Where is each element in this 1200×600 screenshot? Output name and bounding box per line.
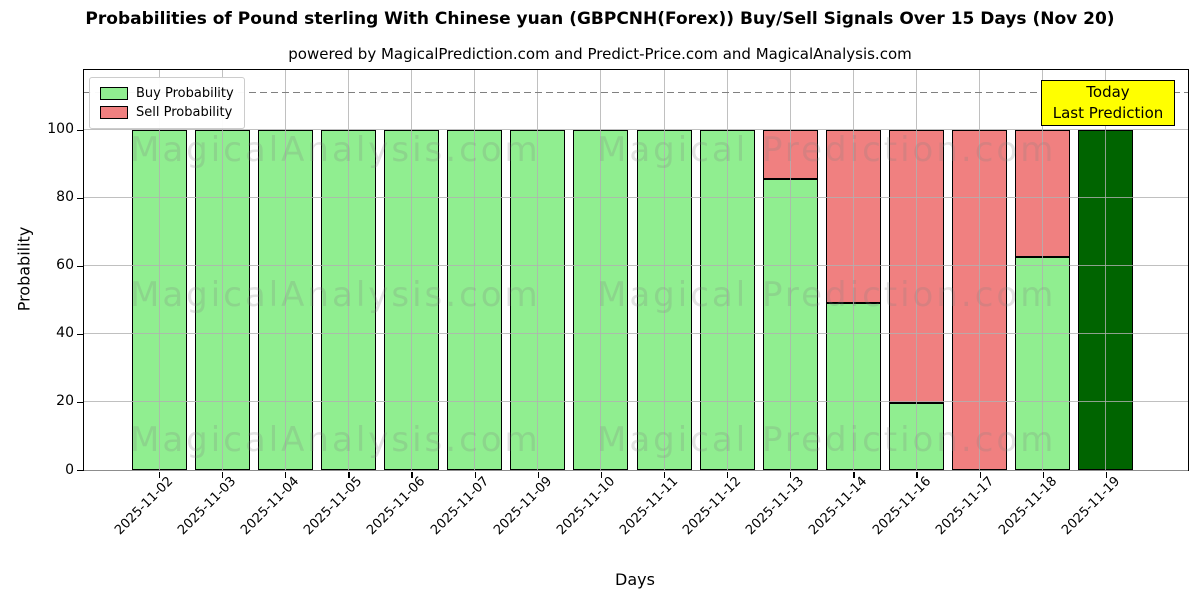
legend-sell-label: Sell Probability	[136, 105, 233, 120]
x-tick-label: 2025-11-13	[743, 474, 808, 539]
x-tick-label: 2025-11-02	[112, 474, 177, 539]
gridline-vertical	[979, 70, 981, 470]
x-tick	[1042, 472, 1045, 478]
x-tick	[474, 472, 476, 478]
gridline-vertical	[158, 70, 160, 470]
gridline-horizontal	[84, 197, 1188, 199]
plot-area	[83, 69, 1189, 471]
x-tick-label: 2025-11-10	[553, 474, 619, 539]
x-tick	[600, 472, 603, 478]
gridline-horizontal	[84, 129, 1188, 131]
gridline-vertical	[1042, 70, 1044, 470]
x-tick-label: 2025-11-18	[995, 474, 1060, 539]
buy-probability-swatch	[100, 87, 128, 100]
x-tick	[158, 472, 161, 478]
x-tick-label: 2025-11-07	[427, 474, 492, 539]
x-tick-label: 2025-11-16	[869, 474, 934, 539]
x-tick	[285, 472, 287, 478]
gridline-vertical	[474, 70, 476, 470]
y-tick	[77, 333, 83, 336]
today-annotation: Today Last Prediction	[1041, 80, 1175, 126]
gridline-vertical	[537, 70, 539, 470]
x-tick	[790, 472, 792, 478]
gridline-vertical	[284, 70, 286, 470]
x-tick	[916, 472, 918, 478]
x-tick	[1105, 472, 1108, 478]
x-tick-label: 2025-11-19	[1059, 474, 1124, 539]
x-tick	[411, 472, 413, 478]
y-tick-label: 80	[56, 189, 74, 206]
today-annotation-line2: Last Prediction	[1052, 104, 1164, 122]
gridline-vertical	[852, 70, 854, 470]
y-tick	[77, 469, 83, 472]
gridline-horizontal	[84, 265, 1188, 267]
y-tick-label: 60	[56, 257, 74, 274]
gridline-horizontal	[84, 333, 1188, 335]
y-tick-label: 100	[47, 121, 74, 138]
gridline-vertical	[600, 70, 602, 470]
gridline-vertical	[663, 70, 665, 470]
x-tick-label: 2025-11-04	[238, 474, 303, 539]
x-axis-label: Days	[615, 570, 655, 589]
gridline-vertical	[789, 70, 791, 470]
gridline-vertical	[347, 70, 349, 470]
x-tick-label: 2025-11-03	[175, 474, 240, 539]
x-tick	[727, 472, 729, 478]
gridline-vertical	[411, 70, 413, 470]
y-tick	[77, 197, 83, 200]
dashed-threshold-line	[84, 91, 1188, 94]
y-tick	[77, 401, 83, 404]
x-tick	[348, 472, 350, 478]
y-tick-label: 40	[56, 325, 74, 342]
gridline-vertical	[1105, 70, 1107, 470]
today-annotation-line1: Today	[1086, 83, 1130, 101]
y-tick	[77, 129, 83, 132]
chart-title: Probabilities of Pound sterling With Chi…	[85, 9, 1115, 29]
gridline-vertical	[221, 70, 223, 470]
gridline-vertical	[726, 70, 728, 470]
x-tick	[979, 472, 981, 478]
gridline-horizontal	[84, 401, 1188, 403]
gridline-horizontal	[84, 469, 1188, 471]
x-tick	[537, 472, 539, 478]
gridline-vertical	[916, 70, 918, 470]
x-tick-label: 2025-11-09	[490, 474, 555, 539]
legend-item-sell: Sell Probability	[100, 103, 234, 122]
x-tick	[222, 472, 224, 478]
legend-buy-label: Buy Probability	[136, 86, 234, 101]
x-tick-label: 2025-11-06	[364, 474, 429, 539]
x-tick-label: 2025-11-11	[617, 474, 682, 539]
chart-subtitle: powered by MagicalPrediction.com and Pre…	[288, 45, 912, 63]
legend: Buy Probability Sell Probability	[89, 77, 245, 129]
x-tick	[853, 472, 855, 478]
y-tick-label: 0	[65, 461, 74, 478]
y-tick-label: 20	[56, 393, 74, 410]
y-tick	[77, 265, 83, 268]
x-tick-label: 2025-11-14	[806, 474, 871, 539]
x-tick	[663, 472, 666, 478]
x-tick-label: 2025-11-12	[680, 474, 745, 539]
x-tick-label: 2025-11-17	[932, 474, 997, 539]
sell-probability-swatch	[100, 106, 128, 119]
x-tick-label: 2025-11-05	[301, 474, 366, 539]
legend-item-buy: Buy Probability	[100, 84, 234, 103]
